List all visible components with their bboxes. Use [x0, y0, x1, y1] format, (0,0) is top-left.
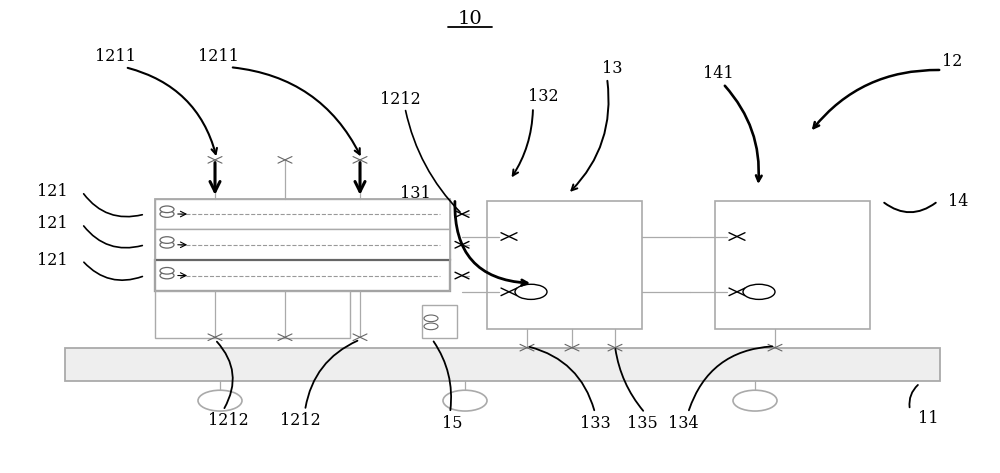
Circle shape: [160, 272, 174, 279]
Text: 135: 135: [627, 415, 657, 432]
Bar: [65, 348, 940, 381]
Bar: [715, 201, 870, 329]
Bar: [487, 201, 642, 329]
Bar: [155, 199, 450, 291]
Circle shape: [198, 390, 242, 411]
Text: 133: 133: [580, 415, 610, 432]
Text: 13: 13: [602, 60, 622, 77]
Text: 132: 132: [528, 88, 558, 105]
Circle shape: [515, 284, 547, 299]
Circle shape: [160, 206, 174, 212]
Text: 10: 10: [458, 10, 482, 28]
Bar: [155, 260, 450, 291]
Text: 121: 121: [37, 215, 67, 232]
Circle shape: [443, 390, 487, 411]
Circle shape: [733, 390, 777, 411]
Text: 1211: 1211: [95, 48, 135, 65]
Circle shape: [160, 211, 174, 217]
Bar: [155, 291, 350, 338]
Bar: [155, 199, 450, 229]
Text: 131: 131: [400, 185, 430, 202]
Text: 1212: 1212: [380, 91, 420, 108]
Text: 11: 11: [918, 410, 938, 427]
Text: 1212: 1212: [208, 412, 248, 429]
Text: 134: 134: [668, 415, 698, 432]
Text: 121: 121: [37, 252, 67, 269]
Text: 121: 121: [37, 183, 67, 200]
Bar: [422, 305, 457, 338]
Text: 141: 141: [703, 65, 733, 82]
Text: 12: 12: [942, 53, 962, 70]
Circle shape: [160, 241, 174, 248]
Circle shape: [160, 267, 174, 274]
Circle shape: [160, 236, 174, 243]
Circle shape: [424, 323, 438, 330]
Circle shape: [743, 284, 775, 299]
Bar: [155, 229, 450, 260]
Text: 1212: 1212: [280, 412, 320, 429]
Text: 1211: 1211: [198, 48, 238, 65]
Circle shape: [424, 315, 438, 322]
Text: 15: 15: [442, 415, 462, 432]
Text: 14: 14: [948, 193, 968, 210]
